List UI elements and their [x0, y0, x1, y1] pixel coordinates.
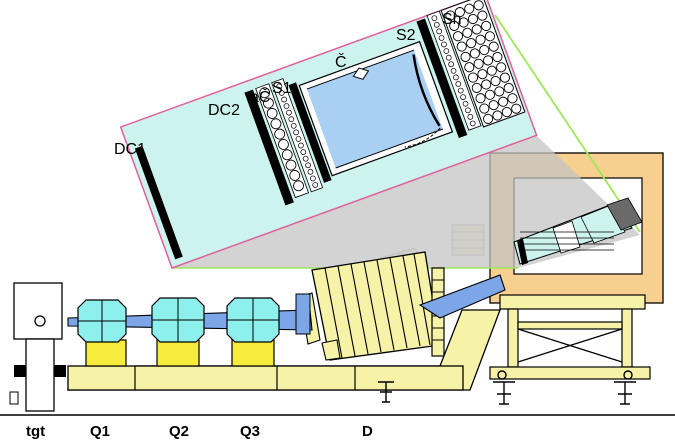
label-target: tgt [26, 423, 45, 440]
zoom-callout-shade [172, 135, 640, 268]
zoom-callout-edge-top [494, 14, 641, 233]
cherenkov-pmt [352, 67, 370, 80]
label-shower: Sh [442, 11, 462, 28]
detector-zoom [119, 0, 538, 269]
aerogel-tubes [259, 87, 304, 192]
target-chamber [9, 282, 66, 412]
drift-chamber-dc1 [134, 145, 183, 260]
shower-counter [440, 0, 526, 128]
scintillator-s2 [416, 18, 468, 139]
label-dipole: D [362, 423, 373, 440]
label-q2: Q2 [169, 423, 189, 440]
label-q3: Q3 [240, 423, 260, 440]
quadrupole-q3 [226, 297, 280, 367]
cherenkov-mirror [412, 54, 441, 127]
carriage-base [67, 365, 464, 391]
quadrupole-q1 [77, 299, 127, 367]
dipole-magnet [299, 251, 441, 361]
drift-chamber-dc2 [244, 89, 294, 206]
quadrupole-q2 [151, 297, 205, 367]
label-cherenkov: Č [335, 52, 347, 71]
label-q1: Q1 [90, 423, 110, 440]
label-s1: S1 [272, 80, 292, 97]
support-feet [378, 370, 636, 405]
hut-support [489, 308, 651, 380]
shower-blocks [445, 0, 522, 124]
label-s2: S2 [396, 27, 416, 44]
label-dc2: DC2 [208, 102, 240, 119]
label-aerogel: aČ [250, 87, 270, 106]
label-dc1: DC1 [114, 141, 146, 158]
hut-detector-stack [513, 197, 643, 265]
